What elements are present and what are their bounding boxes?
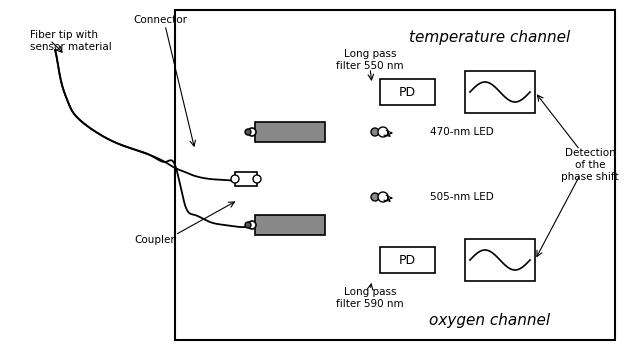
FancyBboxPatch shape [175, 10, 615, 340]
Text: 470-nm LED: 470-nm LED [430, 127, 493, 137]
Circle shape [371, 193, 379, 201]
Circle shape [231, 175, 239, 183]
Circle shape [248, 221, 256, 229]
FancyBboxPatch shape [465, 71, 535, 113]
Circle shape [378, 192, 388, 202]
Text: Coupler: Coupler [134, 235, 175, 245]
Circle shape [245, 222, 251, 228]
Circle shape [253, 175, 261, 183]
Circle shape [248, 128, 256, 136]
FancyBboxPatch shape [380, 79, 435, 105]
Text: Detection
of the
phase shift: Detection of the phase shift [561, 148, 619, 181]
Text: Long pass
filter 590 nm: Long pass filter 590 nm [336, 287, 404, 309]
Text: 505-nm LED: 505-nm LED [430, 192, 493, 202]
Circle shape [378, 127, 388, 137]
Text: oxygen channel: oxygen channel [429, 313, 550, 328]
FancyBboxPatch shape [465, 239, 535, 281]
Text: PD: PD [399, 253, 415, 266]
Circle shape [371, 128, 379, 136]
Text: Fiber tip with
sensor material: Fiber tip with sensor material [30, 30, 112, 51]
Text: PD: PD [399, 86, 415, 99]
FancyBboxPatch shape [255, 215, 325, 235]
FancyBboxPatch shape [255, 122, 325, 142]
Circle shape [245, 129, 251, 135]
FancyBboxPatch shape [380, 247, 435, 273]
Text: temperature channel: temperature channel [410, 30, 571, 45]
Text: Connector: Connector [133, 15, 187, 25]
Text: Long pass
filter 550 nm: Long pass filter 550 nm [336, 49, 404, 71]
FancyBboxPatch shape [235, 172, 257, 186]
